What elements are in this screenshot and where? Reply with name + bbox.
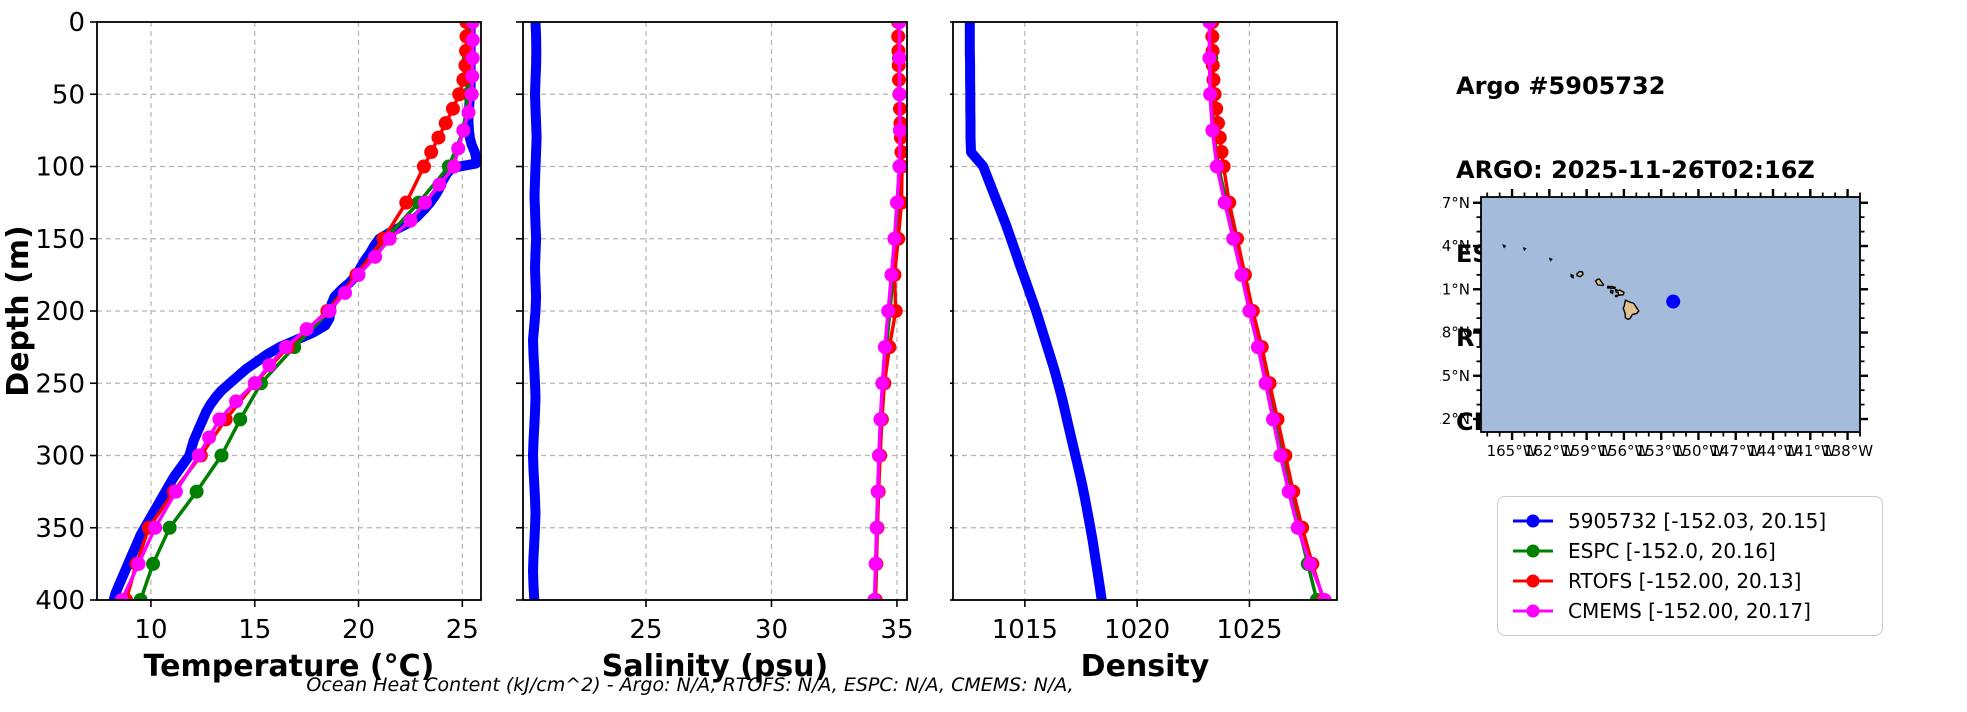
svg-text:35: 35 — [880, 615, 913, 645]
svg-text:200: 200 — [35, 297, 85, 327]
svg-text:141°W: 141°W — [1785, 442, 1836, 460]
island — [1502, 244, 1507, 249]
location-map: 165°W162°W159°W156°W153°W150°W147°W144°W… — [1440, 189, 1873, 460]
svg-text:300: 300 — [35, 442, 85, 472]
svg-text:1015: 1015 — [992, 615, 1058, 645]
svg-text:350: 350 — [35, 514, 85, 544]
temperature-profile-plot: 10 15 20 25050100150200250300350400Temperat… — [1, 8, 482, 684]
legend-label: RTOFS [-152.00, 20.13] — [1568, 569, 1802, 593]
svg-text:Depth (m): Depth (m) — [1, 225, 36, 397]
svg-text:162°W: 162°W — [1524, 442, 1575, 460]
island — [1614, 287, 1625, 297]
header-line-argo-time: ARGO: 2025-11-26T02:16Z — [1456, 156, 1815, 184]
island — [1610, 289, 1614, 295]
legend-marker-icon — [1513, 514, 1553, 528]
legend-item: ESPC [-152.0, 20.16] — [1510, 536, 1870, 566]
svg-text:20: 20 — [342, 615, 375, 645]
svg-text:Density: Density — [1081, 649, 1210, 684]
salinity-profile-plot: 25 30 35 Salinity (psu) — [516, 21, 914, 684]
svg-text:12°N: 12°N — [1440, 410, 1470, 428]
svg-text:30: 30 — [755, 615, 788, 645]
header-line-float-id: Argo #5905732 — [1456, 72, 1666, 100]
legend-box: 5905732 [-152.03, 20.15] ESPC [-152.0, 20… — [1497, 496, 1883, 636]
island — [1614, 294, 1618, 298]
legend-label: 5905732 [-152.03, 20.15] — [1568, 509, 1827, 533]
island — [1576, 270, 1584, 278]
svg-text:10: 10 — [134, 615, 167, 645]
svg-text:18°N: 18°N — [1440, 324, 1470, 342]
island — [1522, 247, 1527, 252]
svg-text:1025: 1025 — [1216, 615, 1282, 645]
svg-text:0: 0 — [68, 8, 85, 38]
svg-text:250: 250 — [35, 369, 85, 399]
legend-item: RTOFS [-152.00, 20.13] — [1510, 566, 1870, 596]
svg-text:25: 25 — [629, 615, 662, 645]
svg-text:153°W: 153°W — [1636, 442, 1687, 460]
svg-text:144°W: 144°W — [1748, 442, 1799, 460]
svg-text:27°N: 27°N — [1440, 194, 1470, 212]
legend-label: ESPC [-152.0, 20.16] — [1568, 539, 1776, 563]
svg-text:150°W: 150°W — [1673, 442, 1724, 460]
svg-text:50: 50 — [52, 80, 85, 110]
legend-item: 5905732 [-152.03, 20.15] — [1510, 506, 1870, 536]
legend-marker-icon — [1513, 544, 1553, 558]
float-location-dot — [1666, 294, 1681, 309]
svg-text:138°W: 138°W — [1822, 442, 1873, 460]
legend-item: CMEMS [-152.00, 20.17] — [1510, 596, 1870, 626]
svg-text:21°N: 21°N — [1440, 280, 1470, 298]
svg-text:400: 400 — [35, 586, 85, 616]
island — [1548, 257, 1553, 262]
svg-text:15°N: 15°N — [1440, 367, 1470, 385]
svg-text:1020: 1020 — [1104, 615, 1170, 645]
svg-text:Salinity (psu): Salinity (psu) — [602, 649, 829, 684]
legend-marker-icon — [1513, 574, 1553, 588]
svg-text:24°N: 24°N — [1440, 237, 1470, 255]
svg-text:100: 100 — [35, 153, 85, 183]
svg-text:147°W: 147°W — [1710, 442, 1761, 460]
legend-marker-icon — [1513, 604, 1553, 618]
svg-text:165°W: 165°W — [1487, 442, 1538, 460]
svg-text:Temperature (°C): Temperature (°C) — [144, 649, 435, 684]
legend-label: CMEMS [-152.00, 20.17] — [1568, 599, 1811, 623]
svg-text:150: 150 — [35, 225, 85, 255]
island — [1594, 278, 1605, 287]
island — [1606, 285, 1617, 290]
svg-text:25: 25 — [446, 615, 479, 645]
island — [1570, 273, 1574, 279]
svg-text:159°W: 159°W — [1561, 442, 1612, 460]
svg-text:156°W: 156°W — [1598, 442, 1649, 460]
svg-text:15: 15 — [238, 615, 271, 645]
ohc-caption: Ocean Heat Content (kJ/cm^2) - Argo: N/A… — [306, 674, 1074, 696]
island — [1622, 299, 1640, 321]
